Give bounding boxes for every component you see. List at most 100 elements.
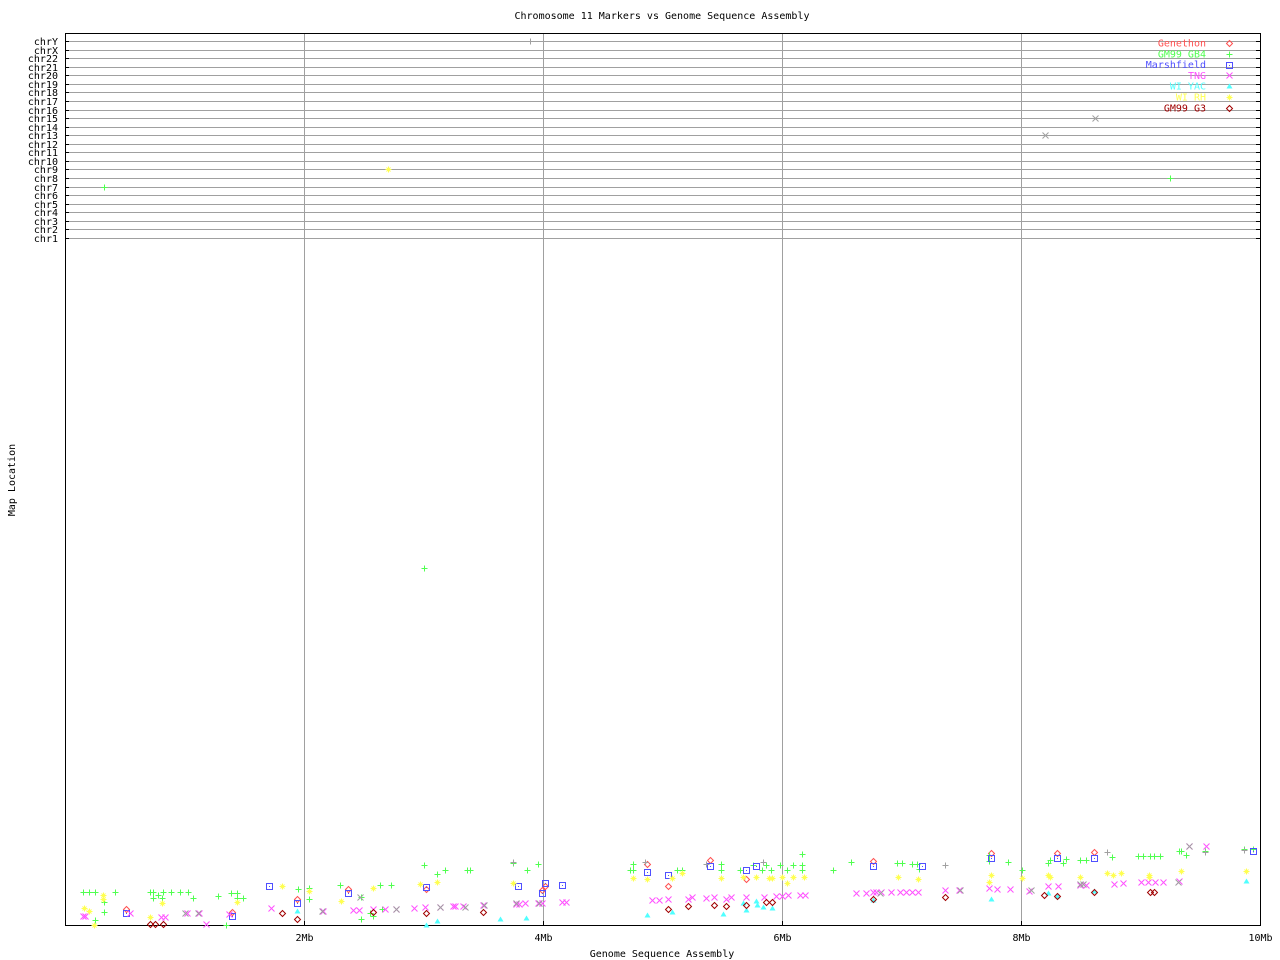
data-point: [630, 875, 637, 882]
plus-marker: [1202, 849, 1209, 856]
data-point: [664, 905, 673, 914]
data-point: [743, 894, 750, 901]
data-point: [510, 859, 517, 866]
plus-marker: [358, 916, 365, 923]
plus-marker: [421, 862, 428, 869]
data-point: [1045, 890, 1052, 896]
triangle-marker: [1243, 878, 1250, 884]
data-point: [350, 907, 357, 914]
cross-marker: [897, 889, 904, 896]
legend-label: WI RH: [1176, 93, 1206, 104]
star-marker: [159, 900, 166, 907]
data-point-chr8: [1167, 175, 1174, 182]
star-marker: [434, 879, 441, 886]
data-point: [234, 899, 241, 906]
data-point: [86, 889, 93, 896]
star-marker: [100, 896, 107, 903]
data-point: [411, 905, 418, 912]
data-point: [1160, 879, 1167, 886]
data-point: [797, 892, 804, 899]
diamond-marker: [369, 908, 378, 917]
data-point: [769, 905, 776, 911]
y-tick-label: chr8: [34, 174, 58, 185]
data-point: [848, 859, 855, 866]
data-point: [1080, 881, 1087, 888]
square-marker: [266, 883, 273, 890]
data-point: [1047, 874, 1054, 881]
plus-marker: [799, 851, 806, 858]
data-point: [986, 885, 993, 892]
data-point: [215, 893, 222, 900]
data-point: [112, 889, 119, 896]
data-point: [542, 880, 549, 887]
axis-ticks: chr1chr2chr3chr4chr5chr6chr7chr8chr9chr1…: [28, 37, 1273, 944]
data-point: [1007, 886, 1014, 893]
star-marker: [1104, 870, 1111, 877]
star-marker: [895, 874, 902, 881]
data-point: [358, 894, 365, 901]
cross-marker: [481, 902, 488, 909]
cross-marker: [1055, 883, 1062, 890]
cross-marker: [320, 908, 327, 915]
plus-marker: [1167, 175, 1174, 182]
data-point: [873, 889, 880, 896]
plus-marker: [1140, 853, 1147, 860]
star-marker: [669, 875, 676, 882]
plus-marker: [790, 862, 797, 869]
data-point: [437, 904, 444, 911]
square-dot: [426, 887, 427, 888]
square-marker: [753, 863, 760, 870]
data-point: [665, 896, 672, 903]
data-point: [345, 890, 352, 897]
data-point: [452, 903, 459, 910]
plus-marker: [86, 889, 93, 896]
diamond-marker: [278, 909, 287, 918]
x-tick-label: 2Mb: [295, 933, 313, 944]
plus-marker: [150, 889, 157, 896]
cross-marker: [460, 903, 467, 910]
cross-marker: [1160, 879, 1167, 886]
data-point: [421, 565, 428, 572]
diamond-marker: [122, 905, 131, 914]
data-point: [423, 922, 430, 928]
data-point: [423, 884, 430, 891]
star-marker: [1243, 868, 1250, 875]
star-marker: [234, 899, 241, 906]
data-point: [422, 904, 429, 911]
data-point: [669, 909, 676, 915]
plus-marker: [101, 909, 108, 916]
data-point: [150, 895, 157, 902]
data-point: [467, 867, 474, 874]
plus-marker: [848, 859, 855, 866]
diamond-marker: [1090, 888, 1099, 897]
square-dot: [756, 866, 757, 867]
plus-marker: [358, 894, 365, 901]
data-point: [337, 882, 344, 889]
cross-marker: [1226, 72, 1233, 79]
data-point: [768, 898, 777, 907]
star-marker: [91, 922, 98, 929]
data-point: [777, 862, 784, 869]
cross-marker: [743, 894, 750, 901]
cross-marker: [513, 901, 520, 908]
data-point: [357, 894, 364, 901]
data-point: [1175, 879, 1182, 886]
data-point: [915, 876, 922, 883]
data-point: [919, 863, 926, 870]
data-point: [754, 902, 761, 908]
data-point: [159, 920, 168, 929]
y-tick-label: chr14: [28, 123, 58, 134]
plus-marker: [1226, 51, 1233, 58]
series-wi-yac: [294, 878, 1250, 928]
data-point: [802, 892, 809, 899]
data-point: [877, 890, 884, 897]
data-point: [759, 867, 766, 874]
cross-marker: [462, 904, 469, 911]
star-marker: [370, 885, 377, 892]
square-marker: [743, 867, 750, 874]
data-point: [422, 909, 431, 918]
series-unlabeled-7: [182, 115, 1193, 917]
star-marker: [81, 905, 88, 912]
data-point: [563, 899, 570, 906]
star-marker: [630, 875, 637, 882]
